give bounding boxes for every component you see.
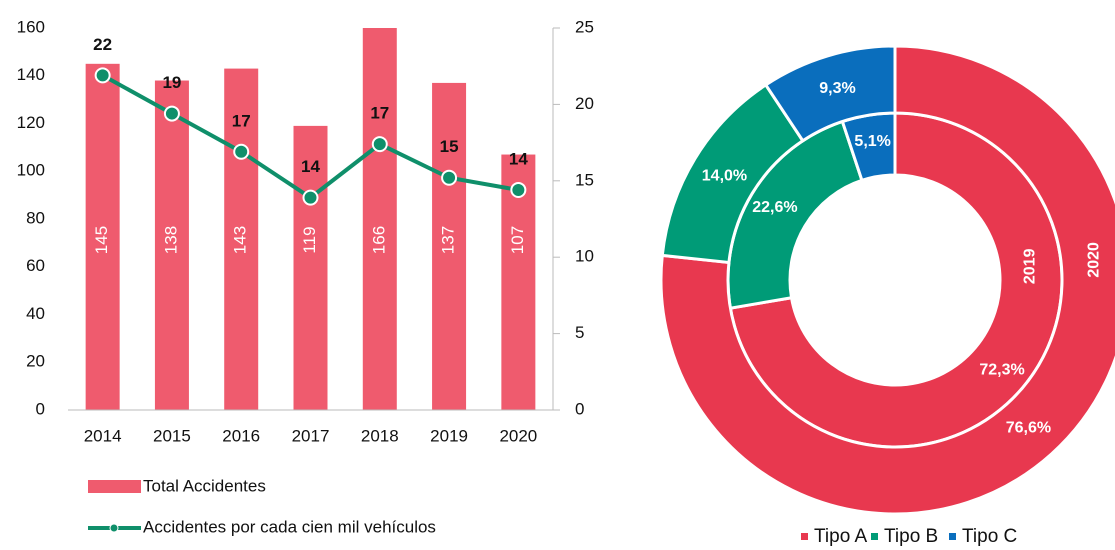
y-tick-label: 60 (26, 256, 45, 275)
bar-value-label: 143 (231, 226, 250, 254)
line-marker (302, 189, 319, 206)
legend-marker (109, 523, 119, 533)
line-value-label: 17 (370, 104, 389, 123)
donut-value-label: 22,6% (752, 199, 797, 216)
bar (293, 125, 328, 410)
line-value-label: 19 (162, 73, 181, 92)
line-marker (163, 105, 180, 122)
x-tick-label: 2015 (153, 426, 191, 445)
line-marker (510, 181, 527, 198)
x-tick-label: 2020 (499, 426, 537, 445)
donut-segment (763, 44, 897, 143)
bar (432, 82, 467, 410)
bar-value-label: 145 (92, 226, 111, 254)
bar (224, 68, 259, 410)
x-tick-label: 2019 (430, 426, 468, 445)
x-tick-label: 2018 (361, 426, 399, 445)
bar (362, 28, 397, 410)
line-value-label: 15 (440, 137, 459, 156)
y-tick-label: 0 (36, 399, 45, 418)
donut-value-label: 14,0% (702, 168, 747, 185)
line-value-label: 17 (232, 111, 251, 130)
line-marker (233, 143, 250, 160)
line-value-label: 22 (93, 35, 112, 54)
donut-value-label: 5,1% (854, 133, 890, 150)
bar (154, 80, 189, 410)
legend-label: Accidentes por cada cien mil vehículos (143, 517, 436, 536)
bar-value-label: 137 (439, 226, 458, 254)
line-marker (441, 169, 458, 186)
y-tick-label: 100 (17, 161, 45, 180)
ring-label: 2019 (1022, 248, 1039, 284)
y2-tick-label: 10 (575, 247, 594, 266)
x-tick-label: 2017 (292, 426, 330, 445)
y2-tick-label: 5 (575, 323, 584, 342)
legend-swatch (88, 480, 141, 493)
bar-value-label: 119 (300, 226, 319, 253)
donut-value-label: 72,3% (979, 361, 1024, 378)
legend-label: Tipo C (962, 526, 1017, 547)
bar-value-label: 107 (508, 226, 527, 254)
line-marker (371, 136, 388, 153)
y-tick-label: 80 (26, 208, 45, 227)
legend-swatch (949, 533, 956, 540)
y-tick-label: 160 (17, 17, 45, 36)
bar-value-label: 166 (369, 226, 388, 254)
donut-segment (659, 44, 1115, 516)
bar (85, 63, 120, 410)
donut-value-label: 76,6% (1006, 420, 1051, 437)
y2-tick-label: 25 (575, 17, 594, 36)
ring-label: 2020 (1086, 242, 1103, 278)
plot-area (85, 28, 536, 410)
y2-tick-label: 20 (575, 94, 594, 113)
y-tick-label: 40 (26, 304, 45, 323)
bar-value-label: 138 (161, 226, 180, 254)
legend-swatch (801, 533, 808, 540)
x-tick-label: 2014 (84, 426, 122, 445)
legend-label: Tipo A (814, 526, 867, 547)
donut-value-label: 9,3% (819, 80, 855, 97)
y-tick-label: 140 (17, 65, 45, 84)
y-tick-label: 20 (26, 352, 45, 371)
y2-tick-label: 0 (575, 399, 584, 418)
y2-tick-label: 15 (575, 170, 594, 189)
y-tick-label: 120 (17, 113, 45, 132)
line-marker (94, 67, 111, 84)
line-value-label: 14 (301, 157, 320, 176)
x-tick-label: 2016 (222, 426, 260, 445)
legend-label: Tipo B (884, 526, 938, 547)
legend-label: Total Accidentes (143, 476, 266, 495)
legend-swatch (871, 533, 878, 540)
line-value-label: 14 (509, 149, 528, 168)
